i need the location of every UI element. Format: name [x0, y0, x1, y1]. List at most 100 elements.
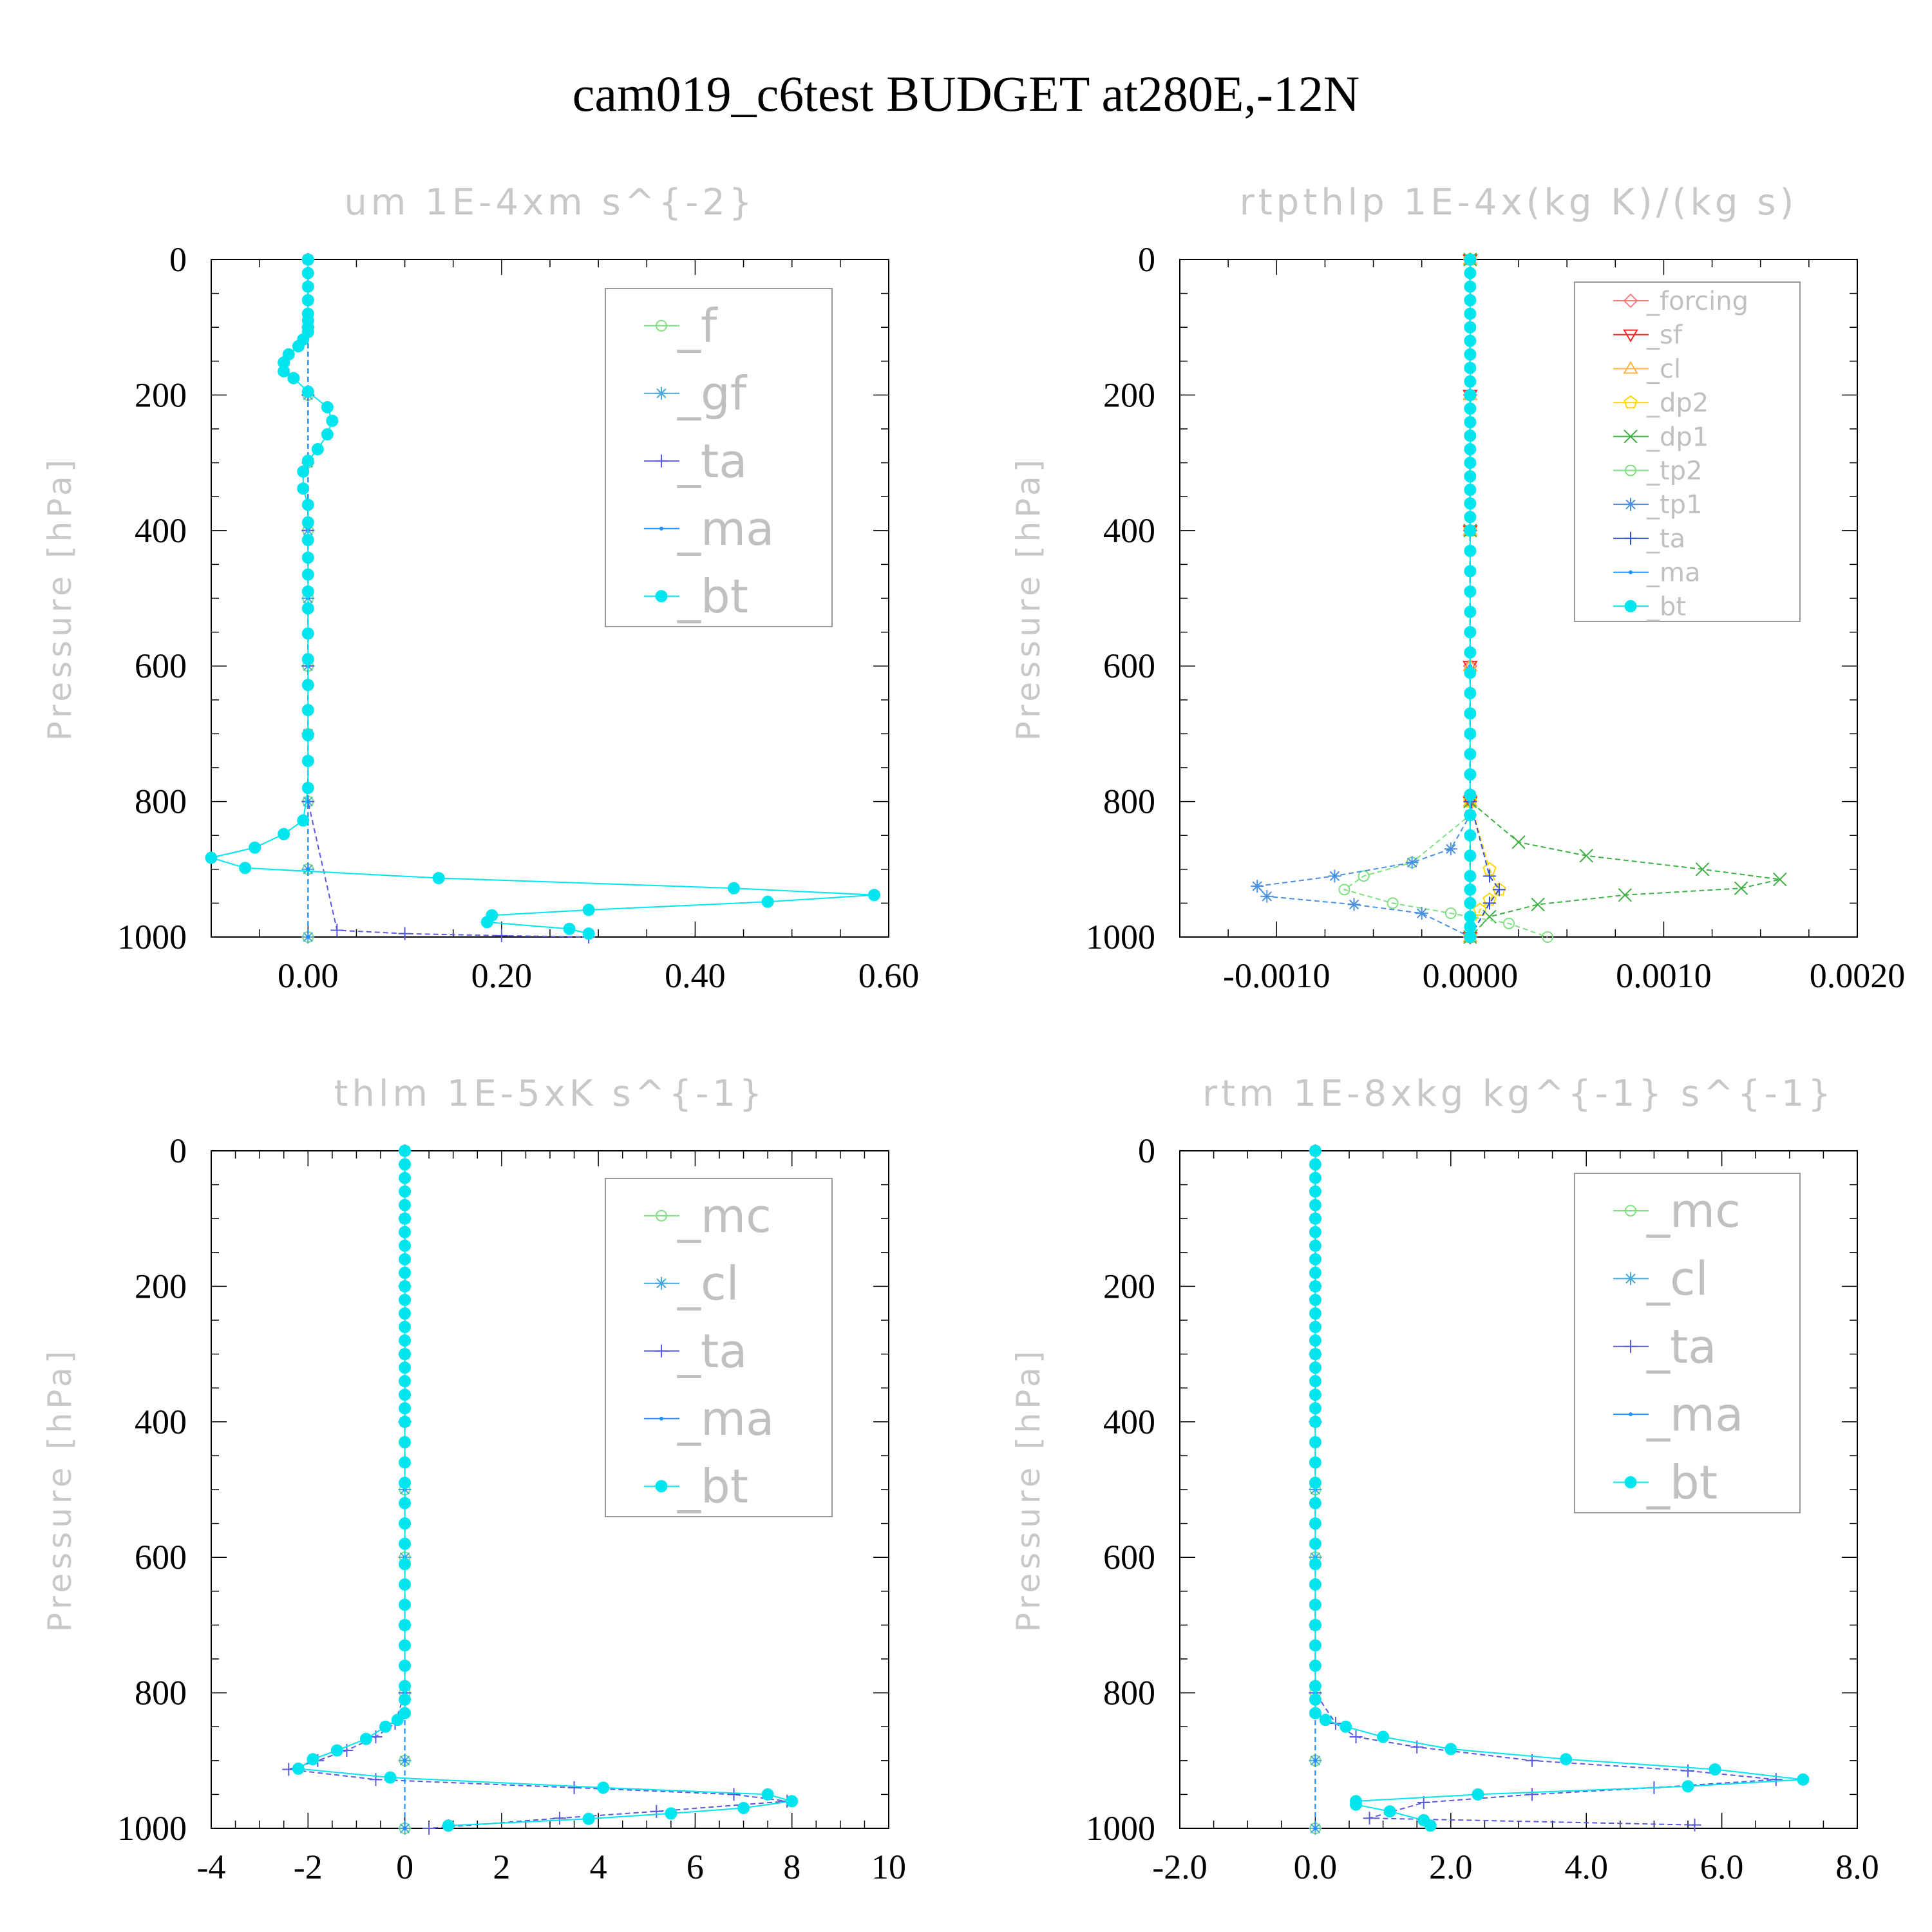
data-point — [1464, 294, 1477, 307]
data-point — [399, 1171, 412, 1184]
data-point — [553, 1812, 567, 1825]
data-point — [1681, 1780, 1694, 1793]
legend-marker — [1623, 361, 1638, 374]
data-point — [728, 882, 741, 895]
data-point — [301, 729, 314, 742]
data-point — [1464, 809, 1477, 822]
data-point — [1309, 1280, 1321, 1293]
data-point — [1797, 1773, 1810, 1786]
data-point — [307, 1753, 319, 1766]
data-point — [1464, 267, 1477, 279]
legend-marker — [1624, 1272, 1637, 1285]
y-tick-label: 600 — [1103, 647, 1155, 685]
data-point — [1464, 768, 1477, 781]
y-tick-label: 0 — [1138, 1132, 1155, 1170]
data-point — [422, 1822, 436, 1835]
series-ta — [301, 253, 596, 943]
x-tick-label: 0.0000 — [1423, 956, 1519, 995]
data-point — [306, 935, 310, 939]
data-point — [582, 927, 595, 940]
data-point — [1464, 585, 1477, 598]
data-point — [1464, 280, 1477, 293]
plot-frame — [1179, 1150, 1858, 1829]
series-line — [1469, 260, 1780, 938]
y-tick-label: 1000 — [1086, 1809, 1155, 1848]
x-tick-label: 6.0 — [1700, 1848, 1744, 1886]
legend-label: _f — [677, 299, 718, 353]
legend-marker — [1624, 498, 1637, 511]
data-point — [1313, 1758, 1318, 1763]
data-point — [582, 1812, 595, 1825]
data-point — [1309, 1537, 1321, 1550]
data-point — [399, 1456, 412, 1469]
data-point — [1464, 788, 1477, 801]
legend-label: _bt — [677, 569, 748, 623]
data-point — [1464, 524, 1477, 537]
data-point — [1464, 470, 1477, 483]
data-point — [399, 1280, 412, 1293]
chart-panel-1: um 1E-4xm s^{-2} Pressure [hPa] 0 200 400 600… — [41, 182, 919, 995]
x-tick-label: 0.20 — [471, 956, 533, 995]
y-tick-label: 400 — [1103, 511, 1155, 550]
data-point — [301, 516, 314, 529]
data-point — [306, 799, 310, 804]
legend-marker — [655, 386, 668, 400]
data-point — [278, 828, 290, 840]
data-point — [1309, 1680, 1321, 1692]
data-point — [1319, 1714, 1332, 1727]
panel-title: um 1E-4xm s^{-2} — [344, 182, 755, 223]
data-point — [1464, 727, 1477, 740]
legend-box — [1574, 281, 1801, 622]
data-point — [1338, 884, 1350, 896]
legend-label: _ma — [677, 1392, 774, 1446]
x-tick-label: 0.0010 — [1616, 956, 1712, 995]
data-point — [311, 443, 324, 456]
data-point — [399, 1497, 412, 1510]
data-point — [1464, 565, 1477, 578]
x-tick-label: 0.00 — [278, 956, 339, 995]
legend-label: _dp1 — [1646, 422, 1709, 452]
legend-label: _ma — [677, 502, 774, 556]
data-point — [297, 482, 310, 495]
y-tick-label: 400 — [135, 1403, 187, 1441]
data-point — [1377, 1730, 1390, 1743]
legend-marker — [1625, 1204, 1636, 1217]
minor-ticks — [211, 1150, 889, 1829]
data-point — [399, 1334, 412, 1347]
data-point — [1464, 361, 1477, 374]
data-point — [399, 1239, 412, 1252]
legend-marker — [656, 1209, 667, 1222]
data-point — [1531, 897, 1545, 912]
data-point — [301, 782, 314, 795]
data-point — [321, 401, 334, 413]
data-point — [399, 1144, 412, 1157]
legend-label: _cl — [1646, 354, 1681, 384]
data-point — [1464, 829, 1477, 842]
legend-label: _ta — [1646, 1320, 1716, 1374]
series-line — [1469, 260, 1501, 938]
data-point — [1492, 883, 1506, 896]
data-point — [1464, 321, 1477, 334]
y-tick-label: 0 — [169, 240, 187, 279]
data-point — [1542, 931, 1554, 943]
y-axis-label: Pressure [hPa] — [41, 456, 79, 741]
series-line — [307, 260, 589, 938]
data-point — [297, 465, 310, 478]
minor-ticks — [1179, 259, 1858, 938]
legend-label: _bt — [1646, 1455, 1718, 1510]
data-point — [399, 1578, 412, 1591]
data-point — [292, 340, 305, 353]
data-point — [1526, 1788, 1539, 1801]
data-point — [1560, 1753, 1573, 1766]
data-point — [301, 253, 314, 266]
data-point — [761, 895, 774, 908]
data-point — [1309, 1293, 1321, 1306]
data-point — [432, 871, 445, 884]
y-axis-label: Pressure [hPa] — [1010, 1347, 1047, 1633]
data-point — [399, 1307, 412, 1320]
data-point — [399, 1348, 412, 1361]
x-tick-label: -2.0 — [1152, 1848, 1207, 1886]
data-point — [1340, 1720, 1352, 1733]
y-tick-label: 400 — [1103, 1403, 1155, 1441]
